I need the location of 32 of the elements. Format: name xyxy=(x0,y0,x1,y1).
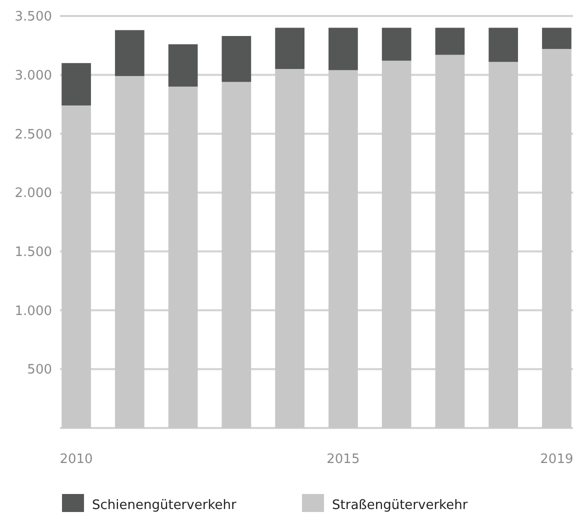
y-tick-label: 1.500 xyxy=(14,244,52,260)
bar xyxy=(328,28,358,70)
bar xyxy=(542,28,572,49)
bar xyxy=(488,62,518,428)
y-tick-label: 1.000 xyxy=(14,304,52,319)
bar xyxy=(382,60,412,428)
bar xyxy=(114,30,144,76)
bar xyxy=(435,28,465,55)
legend-label: Straßengüterverkehr xyxy=(332,498,468,513)
y-tick-label: 2.500 xyxy=(14,127,52,142)
y-tick-label: 3.500 xyxy=(14,10,52,25)
x-tick-label: 2015 xyxy=(326,452,360,467)
legend-label: Schienengüterverkehr xyxy=(92,498,237,513)
bar xyxy=(542,48,572,428)
y-tick-label: 2.000 xyxy=(14,186,52,202)
bar xyxy=(328,70,358,428)
bar xyxy=(168,44,198,87)
bar xyxy=(168,86,198,428)
bar xyxy=(435,54,465,428)
bar xyxy=(62,63,91,106)
bar xyxy=(62,105,91,428)
y-tick-label: 3.000 xyxy=(14,68,52,84)
x-tick-label: 2019 xyxy=(540,452,574,467)
bar xyxy=(382,28,412,61)
x-tick-label: 2010 xyxy=(60,452,93,467)
bar xyxy=(222,82,252,428)
bar xyxy=(488,28,518,62)
bar xyxy=(114,76,144,428)
bar xyxy=(222,36,252,82)
bar xyxy=(275,28,304,69)
y-tick-label: 500 xyxy=(27,362,52,378)
bar xyxy=(275,68,304,428)
